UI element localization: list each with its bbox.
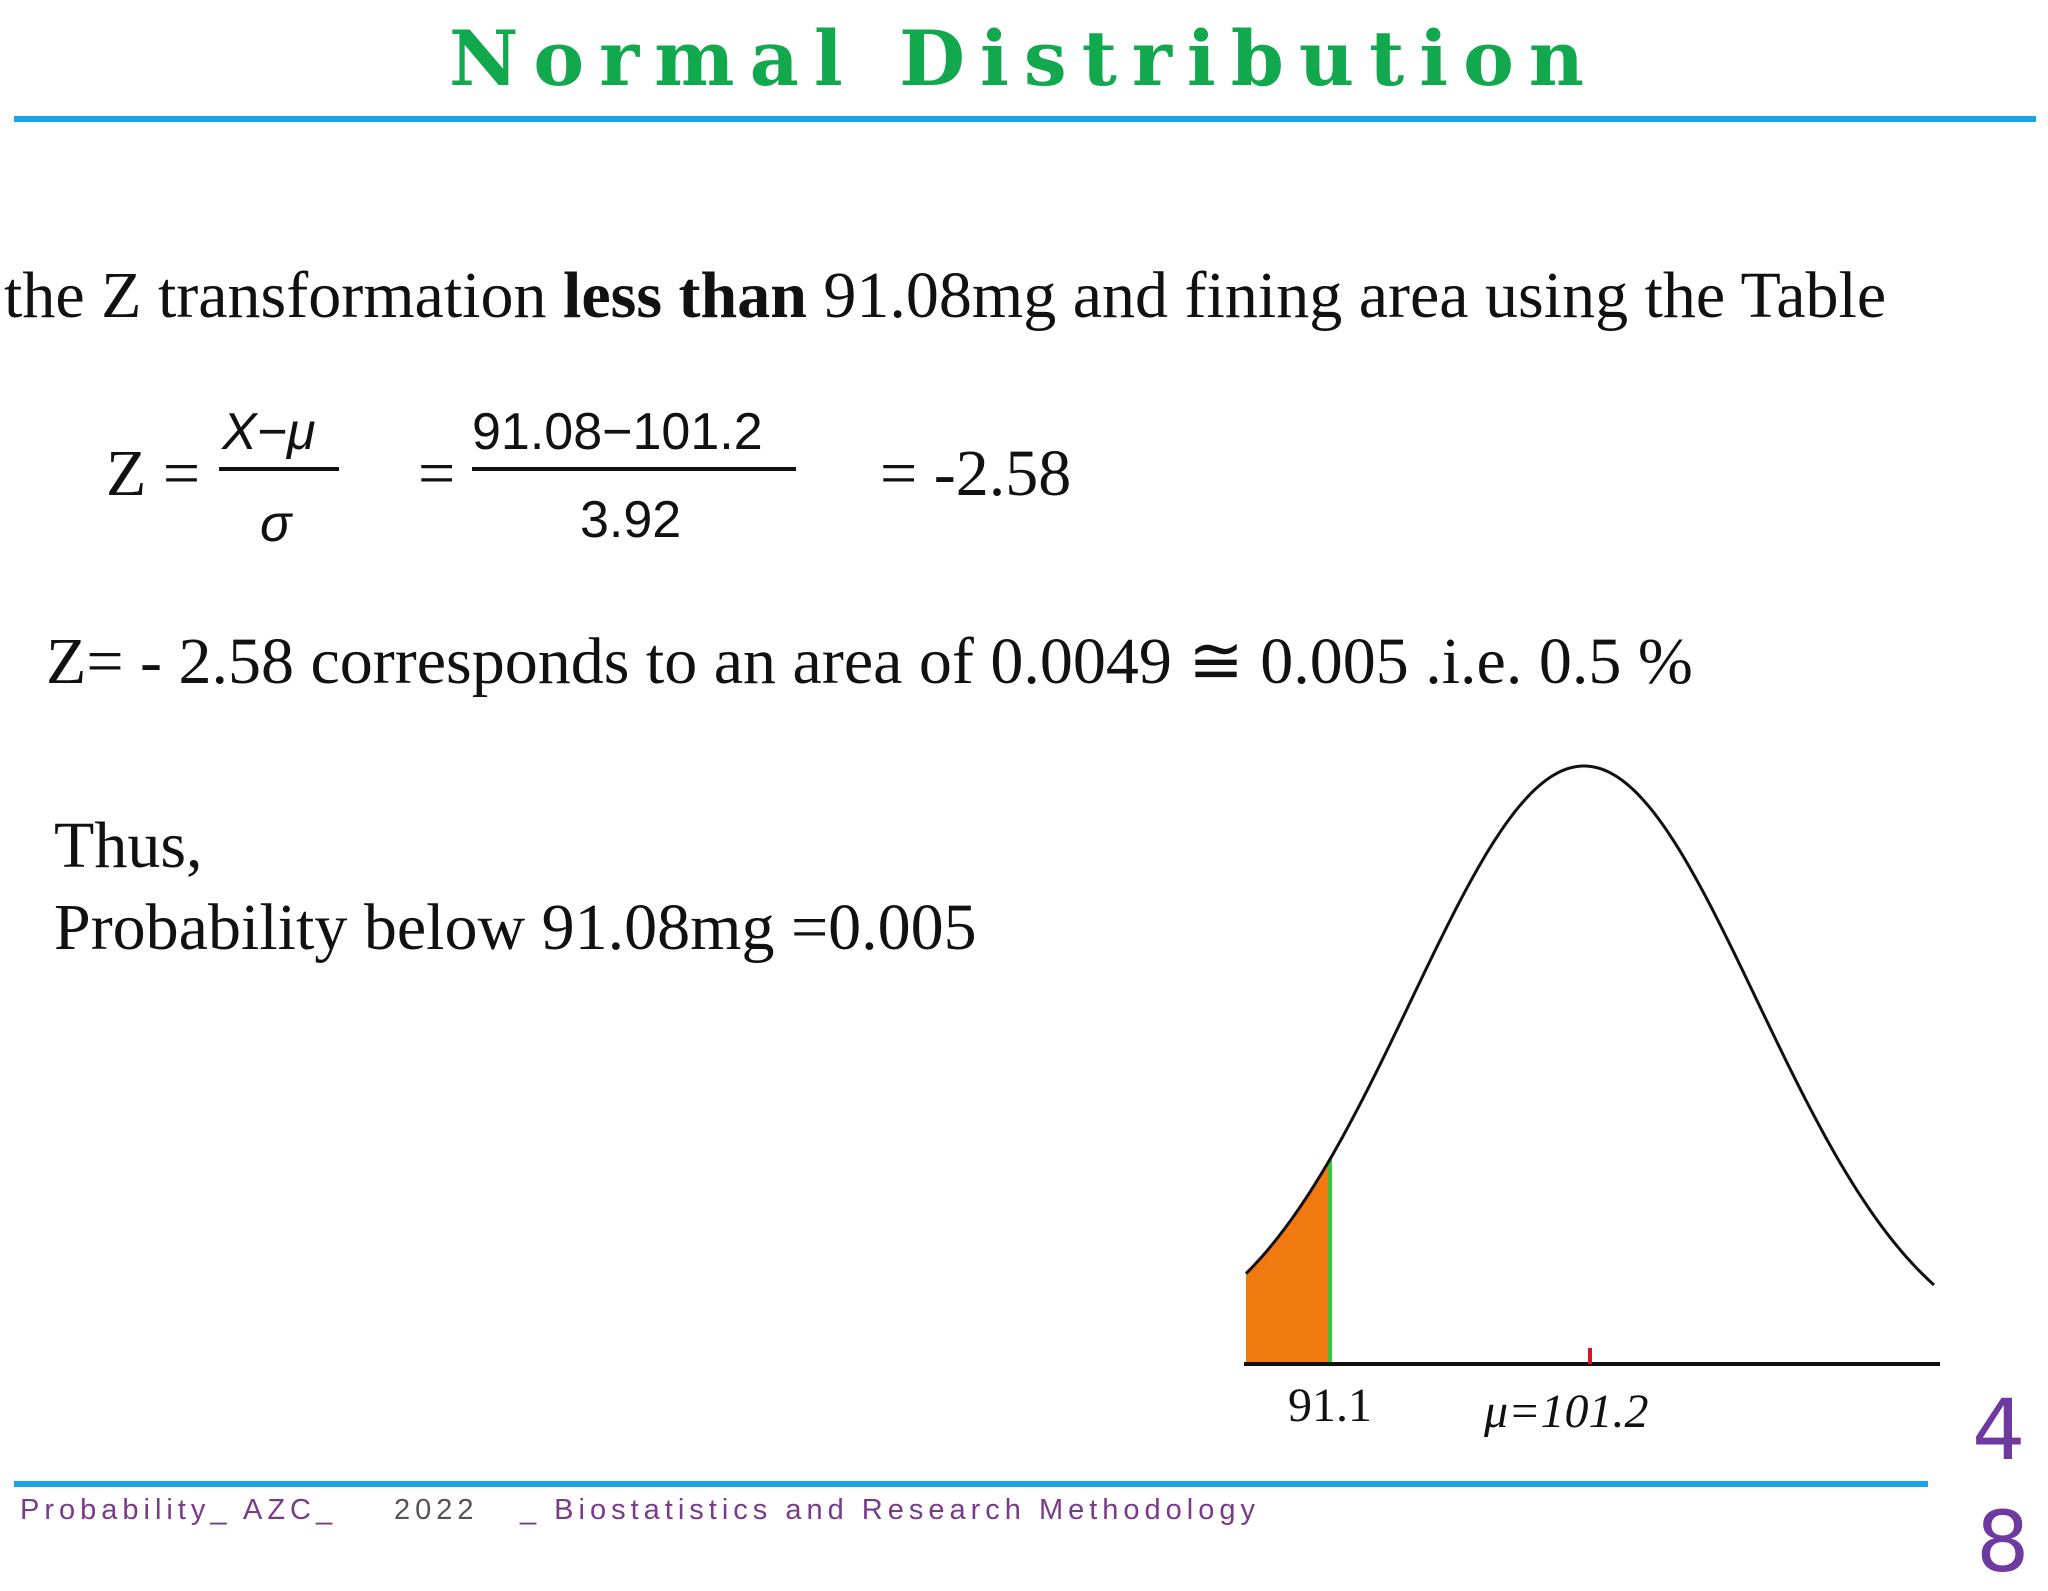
tail-area-shading: [1246, 1159, 1330, 1362]
intro-bold: less than: [563, 259, 807, 332]
mean-label: μ=101.2: [1484, 1385, 1649, 1438]
intro-pre: the Z transformation: [4, 259, 564, 332]
correspond-text: Z= - 2.58 corresponds to an area of 0.00…: [46, 625, 1693, 698]
formula-denominator-numeric: 3.92: [580, 491, 682, 549]
formula-numerator-numeric: 91.08−101.2: [472, 403, 763, 461]
page-number-overflow: 8: [1976, 1493, 2030, 1591]
formula-numerator-symbolic: X−μ: [222, 403, 316, 461]
formula-fraction-bar-2: [472, 467, 796, 471]
footer-divider: [14, 1481, 1928, 1487]
formula-fraction-bar-1: [219, 467, 339, 471]
formula-denominator-symbolic: σ: [260, 495, 292, 553]
bell-curve: [1244, 764, 1936, 1287]
footer-course: Probability_ AZC_: [20, 1494, 338, 1526]
title-divider: [14, 116, 2036, 122]
page-number: 4: [1972, 1381, 2026, 1479]
formula-equals: =: [418, 437, 456, 510]
footer-subject: _ Biostatistics and Research Methodology: [520, 1494, 1261, 1526]
cutoff-label: 91.1: [1288, 1379, 1372, 1432]
formula-z: Z =: [106, 437, 201, 510]
probability-text: Probability below 91.08mg =0.005: [54, 891, 977, 964]
slide-title: Normal Distribution: [448, 14, 1600, 103]
intro-text: the Z transformation less than 91.08mg a…: [4, 258, 1886, 334]
normal-curve-figure: [1244, 764, 1940, 1366]
formula-result: = -2.58: [880, 437, 1072, 510]
intro-post: 91.08mg and fining area using the Table: [806, 259, 1887, 332]
thus-text: Thus,: [54, 809, 203, 882]
footer-year: 2022: [394, 1494, 479, 1526]
